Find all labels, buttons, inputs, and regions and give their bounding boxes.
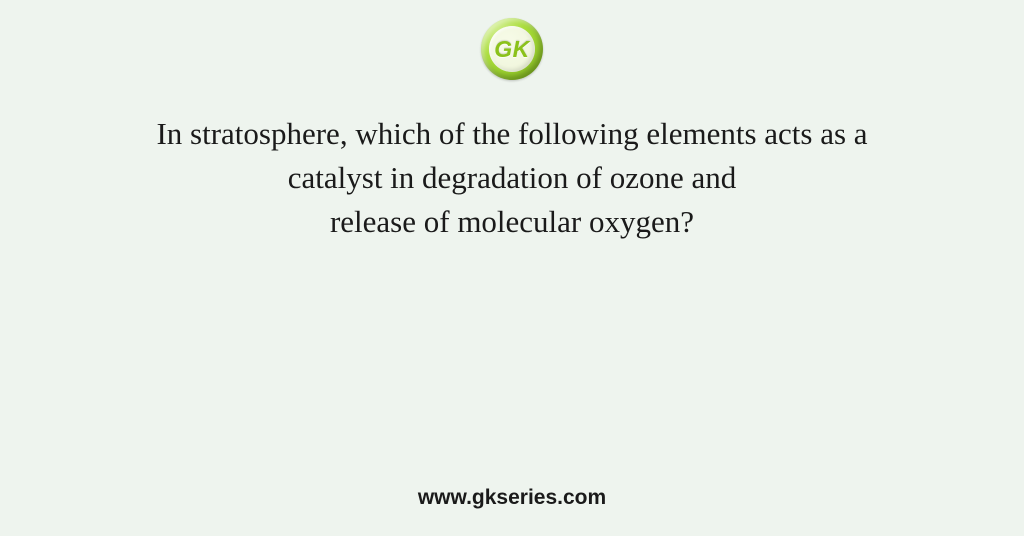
question-line-1: In stratosphere, which of the following … xyxy=(156,116,867,151)
footer-url: www.gkseries.com xyxy=(0,486,1024,510)
logo: GK xyxy=(481,18,543,80)
logo-text: GK xyxy=(494,36,530,63)
question-text: In stratosphere, which of the following … xyxy=(0,112,1024,244)
logo-outer-circle: GK xyxy=(481,18,543,80)
logo-inner-circle: GK xyxy=(489,26,535,72)
question-line-3: release of molecular oxygen? xyxy=(330,204,694,239)
question-line-2: catalyst in degradation of ozone and xyxy=(288,160,736,195)
